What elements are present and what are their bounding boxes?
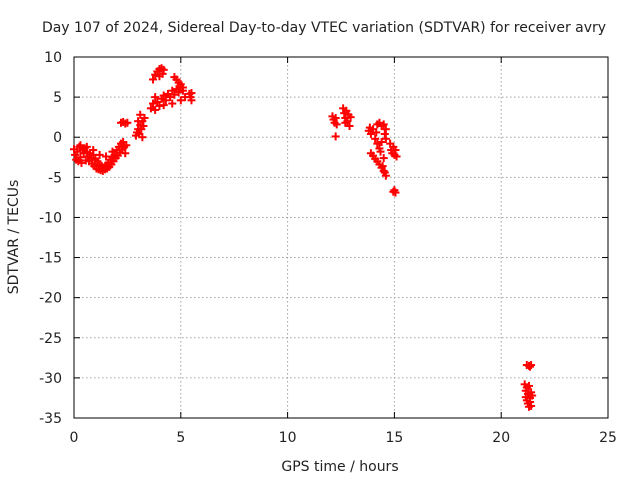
data-point xyxy=(389,187,398,196)
x-tick-label: 5 xyxy=(176,430,185,446)
y-axis-label: SDTVAR / TECUs xyxy=(6,180,22,295)
data-point xyxy=(149,99,158,108)
data-point xyxy=(139,121,148,130)
data-point xyxy=(151,105,160,114)
y-tick-label: -10 xyxy=(39,210,62,226)
data-point xyxy=(526,397,535,406)
data-point xyxy=(527,361,536,370)
data-point xyxy=(372,128,381,137)
data-point xyxy=(381,125,390,134)
data-point xyxy=(138,133,147,142)
y-tick-label: -35 xyxy=(39,411,62,427)
data-point xyxy=(346,113,355,122)
data-point xyxy=(136,110,145,119)
data-point xyxy=(381,134,390,143)
data-point xyxy=(379,166,388,175)
data-point xyxy=(123,118,132,127)
data-point xyxy=(331,113,340,122)
data-point xyxy=(341,118,350,127)
data-point xyxy=(332,120,341,129)
data-point xyxy=(371,134,380,143)
data-point xyxy=(521,393,530,402)
data-point xyxy=(146,104,155,113)
data-point xyxy=(176,96,185,105)
data-point xyxy=(392,152,401,161)
data-point xyxy=(366,130,375,139)
data-point xyxy=(174,88,183,97)
y-tick-label: -15 xyxy=(39,251,62,267)
data-point xyxy=(151,93,160,102)
data-point xyxy=(187,96,196,105)
data-point xyxy=(379,120,388,129)
data-point xyxy=(134,117,143,126)
data-point xyxy=(159,91,168,100)
data-point xyxy=(527,401,536,410)
data-point xyxy=(187,89,196,98)
data-point xyxy=(380,130,389,139)
data-point xyxy=(73,147,82,156)
data-point xyxy=(168,99,177,108)
x-tick-label: 10 xyxy=(279,430,297,446)
grid-lines xyxy=(74,57,608,418)
data-point xyxy=(526,362,535,371)
data-point xyxy=(391,146,400,155)
data-point xyxy=(524,381,533,390)
x-tick-label: 25 xyxy=(599,430,617,446)
y-tick-label: 5 xyxy=(53,90,62,106)
data-point xyxy=(108,147,117,156)
data-point xyxy=(161,96,170,105)
data-point xyxy=(102,152,111,161)
data-point xyxy=(377,138,386,147)
data-point xyxy=(178,83,187,92)
data-point xyxy=(380,168,389,177)
data-point xyxy=(155,72,164,81)
y-tick-label: 0 xyxy=(53,130,62,146)
y-tick-label: -20 xyxy=(39,291,62,307)
axis-ticks: 0 5 10 15 20 25 10 5 0 -5 -10 -15 -20 -25 -30 -35 xyxy=(39,50,617,446)
y-tick-label: -25 xyxy=(39,331,62,347)
data-point xyxy=(77,158,86,167)
data-point xyxy=(528,391,537,400)
data-point xyxy=(166,93,175,102)
y-tick-label: 10 xyxy=(44,50,62,66)
y-tick-label: -5 xyxy=(48,170,62,186)
x-tick-label: 20 xyxy=(492,430,510,446)
data-point xyxy=(378,162,387,171)
x-axis-label: GPS time / hours xyxy=(281,459,398,475)
data-point xyxy=(159,101,168,110)
data-point xyxy=(89,146,98,155)
data-point xyxy=(168,86,177,95)
data-point xyxy=(122,141,131,150)
x-tick-label: 15 xyxy=(385,430,403,446)
data-point xyxy=(342,106,351,115)
data-point xyxy=(95,150,104,159)
data-point xyxy=(170,73,179,82)
plot-frame xyxy=(73,56,609,419)
data-point xyxy=(82,142,91,151)
data-point xyxy=(379,154,388,163)
data-point xyxy=(331,132,340,141)
data-point xyxy=(159,65,168,74)
data-points xyxy=(70,64,537,411)
x-tick-label: 0 xyxy=(70,430,79,446)
data-point xyxy=(149,75,158,84)
data-point xyxy=(153,97,162,106)
y-tick-label: -30 xyxy=(39,371,62,387)
data-point xyxy=(170,90,179,99)
data-point xyxy=(376,147,385,156)
data-point xyxy=(121,149,130,158)
chart-title: Day 107 of 2024, Sidereal Day-to-day VTE… xyxy=(42,20,606,36)
data-point xyxy=(76,141,85,150)
data-point xyxy=(373,139,382,148)
data-point xyxy=(140,113,149,122)
data-point xyxy=(345,121,354,130)
data-point xyxy=(76,153,85,162)
